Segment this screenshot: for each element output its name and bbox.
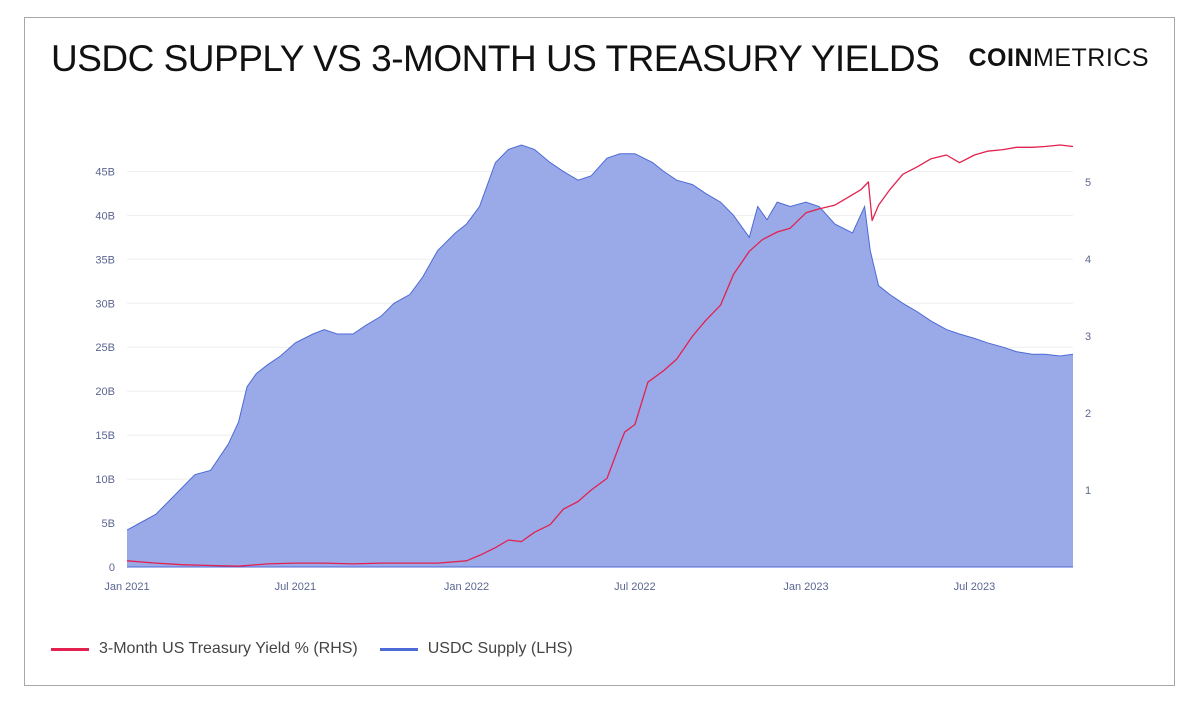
legend-item-yield[interactable]: 3-Month US Treasury Yield % (RHS) — [51, 640, 358, 658]
y-left-tick-label: 40B — [95, 210, 115, 222]
legend-label-supply: USDC Supply (LHS) — [427, 640, 573, 657]
x-tick-label: Jan 2021 — [104, 581, 149, 593]
y-right-tick-label: 2 — [1085, 408, 1091, 420]
y-left-tick-label: 45B — [95, 166, 115, 178]
x-tick-label: Jul 2023 — [954, 581, 996, 593]
x-tick-label: Jul 2021 — [275, 581, 317, 593]
legend-swatch-yield — [51, 647, 89, 651]
chart-title: USDC SUPPLY VS 3-MONTH US TREASURY YIELD… — [51, 38, 940, 79]
y-axis-left: 0 5B 10B 15B 20B 25B 30B 35B 40B 45B — [95, 166, 115, 574]
y-right-tick-label: 1 — [1085, 485, 1091, 497]
y-left-tick-label: 25B — [95, 342, 115, 354]
brand-logo-light: METRICS — [1033, 44, 1149, 72]
y-left-tick-label: 5B — [102, 518, 115, 530]
x-axis: Jan 2021 Jul 2021 Jan 2022 Jul 2022 Jan 2023… — [104, 581, 995, 593]
brand-logo: COINMETRICS — [969, 44, 1150, 73]
x-tick-label: Jul 2022 — [614, 581, 656, 593]
y-left-tick-label: 35B — [95, 254, 115, 266]
legend-label-yield: 3-Month US Treasury Yield % (RHS) — [99, 640, 358, 657]
y-left-tick-label: 0 — [109, 562, 115, 574]
legend: 3-Month US Treasury Yield % (RHS) USDC S… — [51, 640, 595, 658]
legend-item-supply[interactable]: USDC Supply (LHS) — [379, 640, 573, 658]
y-axis-right: 1 2 3 4 5 — [1085, 177, 1091, 497]
y-left-tick-label: 15B — [95, 430, 115, 442]
treasury-yield-line — [126, 144, 1074, 567]
y-left-tick-label: 30B — [95, 298, 115, 310]
treasury-yield-series — [126, 144, 1074, 567]
y-right-tick-label: 5 — [1085, 177, 1091, 189]
brand-logo-bold: COIN — [968, 44, 1033, 72]
usdc-supply-series — [126, 144, 1074, 568]
x-tick-label: Jan 2022 — [444, 581, 489, 593]
x-tick-label: Jan 2023 — [783, 581, 828, 593]
legend-swatch-supply — [379, 647, 418, 651]
y-left-tick-label: 20B — [95, 386, 115, 398]
y-right-tick-label: 3 — [1085, 331, 1091, 343]
y-right-tick-label: 4 — [1085, 254, 1091, 266]
usdc-supply-area — [127, 145, 1073, 567]
usdc-supply-line — [126, 144, 1074, 531]
y-left-tick-label: 10B — [95, 474, 115, 486]
